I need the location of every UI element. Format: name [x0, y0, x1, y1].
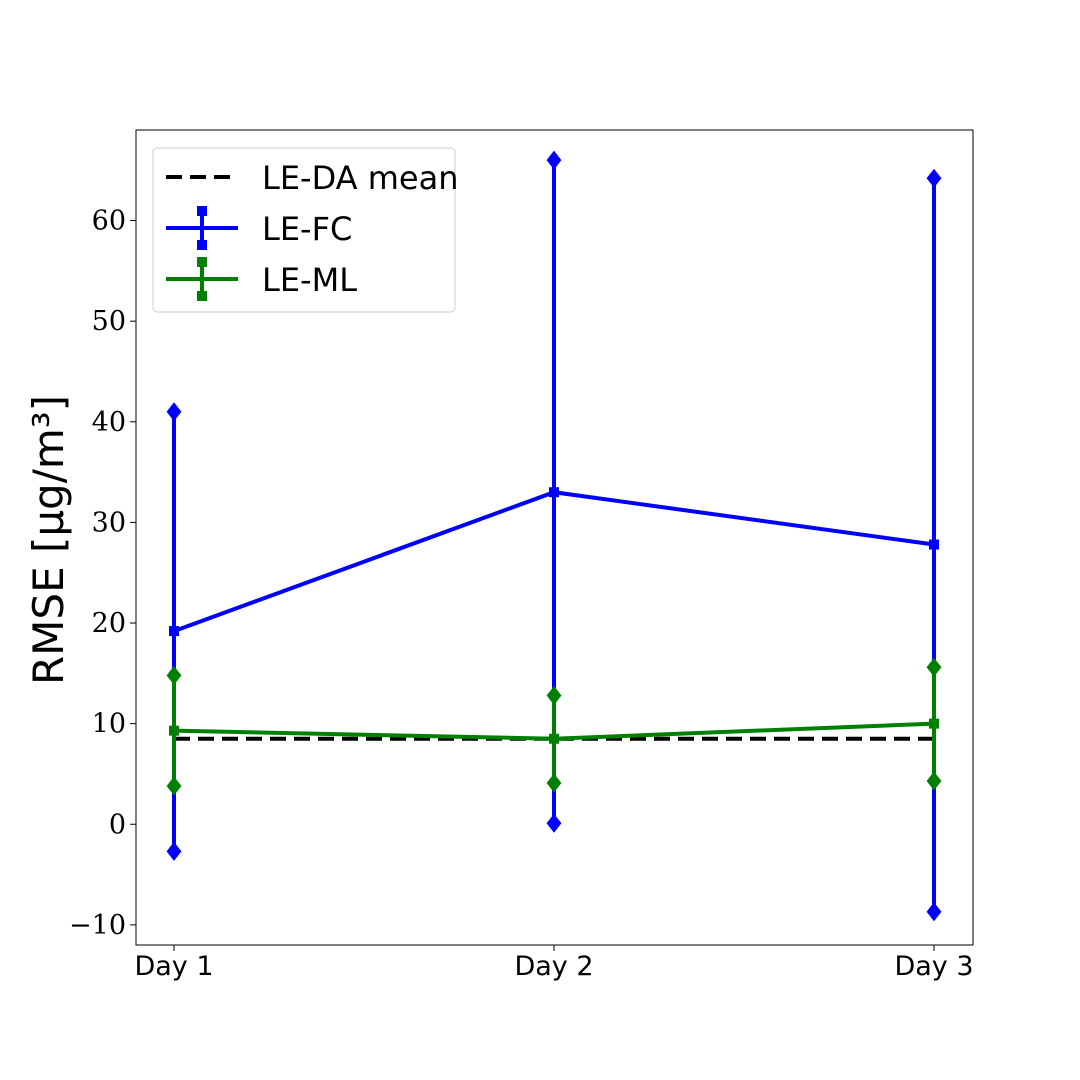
y-tick-label: 60 — [92, 206, 126, 237]
legend-marker — [197, 291, 207, 301]
data-point — [549, 733, 559, 744]
legend-box — [152, 147, 456, 313]
y-axis: −10 0 10 20 30 40 50 60 — [69, 206, 136, 941]
legend-label: LE-DA mean — [262, 159, 458, 197]
error-cap-high — [166, 665, 182, 685]
error-cap-low — [546, 813, 562, 833]
legend-marker — [197, 257, 207, 267]
error-cap-low — [546, 773, 562, 793]
legend-label: LE-FC — [262, 210, 352, 248]
error-cap-high — [926, 657, 942, 677]
legend: LE-DA mean LE-FC LE-ML — [152, 147, 458, 313]
x-tick-label: Day 3 — [894, 951, 973, 982]
series-le-fc — [166, 150, 942, 922]
error-cap-high — [546, 685, 562, 705]
y-tick-label: 0 — [109, 809, 126, 840]
legend-item-le-fc: LE-FC — [166, 206, 352, 250]
data-point — [169, 626, 179, 637]
y-tick-label: −10 — [69, 910, 126, 941]
error-cap-low — [926, 771, 942, 791]
y-tick-label: 40 — [92, 407, 126, 438]
error-cap-low — [926, 902, 942, 922]
data-point — [929, 718, 939, 729]
error-cap-high — [546, 150, 562, 170]
data-point — [929, 539, 939, 550]
error-cap-low — [166, 776, 182, 796]
plot-frame — [135, 129, 974, 946]
legend-marker — [197, 206, 207, 216]
plot-layer — [166, 150, 942, 922]
y-tick-label: 10 — [92, 709, 126, 740]
data-point — [549, 487, 559, 498]
data-point — [169, 725, 179, 736]
x-axis: Day 1 Day 2 Day 3 — [134, 945, 974, 982]
y-tick-label: 30 — [92, 507, 126, 538]
series-le-ml — [166, 657, 942, 796]
y-tick-label: 20 — [92, 608, 126, 639]
error-cap-low — [166, 841, 182, 861]
error-cap-high — [926, 168, 942, 188]
legend-item-le-ml: LE-ML — [166, 257, 357, 301]
y-axis-label: RMSE [μg/m³] — [24, 395, 73, 685]
error-cap-high — [166, 402, 182, 422]
legend-label: LE-ML — [262, 261, 357, 299]
y-tick-label: 50 — [92, 306, 126, 337]
legend-item-le-da-mean: LE-DA mean — [166, 159, 458, 197]
legend-entries: LE-DA mean LE-FC LE-ML — [166, 159, 458, 301]
x-tick-label: Day 2 — [514, 951, 593, 982]
x-tick-label: Day 1 — [134, 951, 213, 982]
legend-marker — [197, 240, 207, 250]
